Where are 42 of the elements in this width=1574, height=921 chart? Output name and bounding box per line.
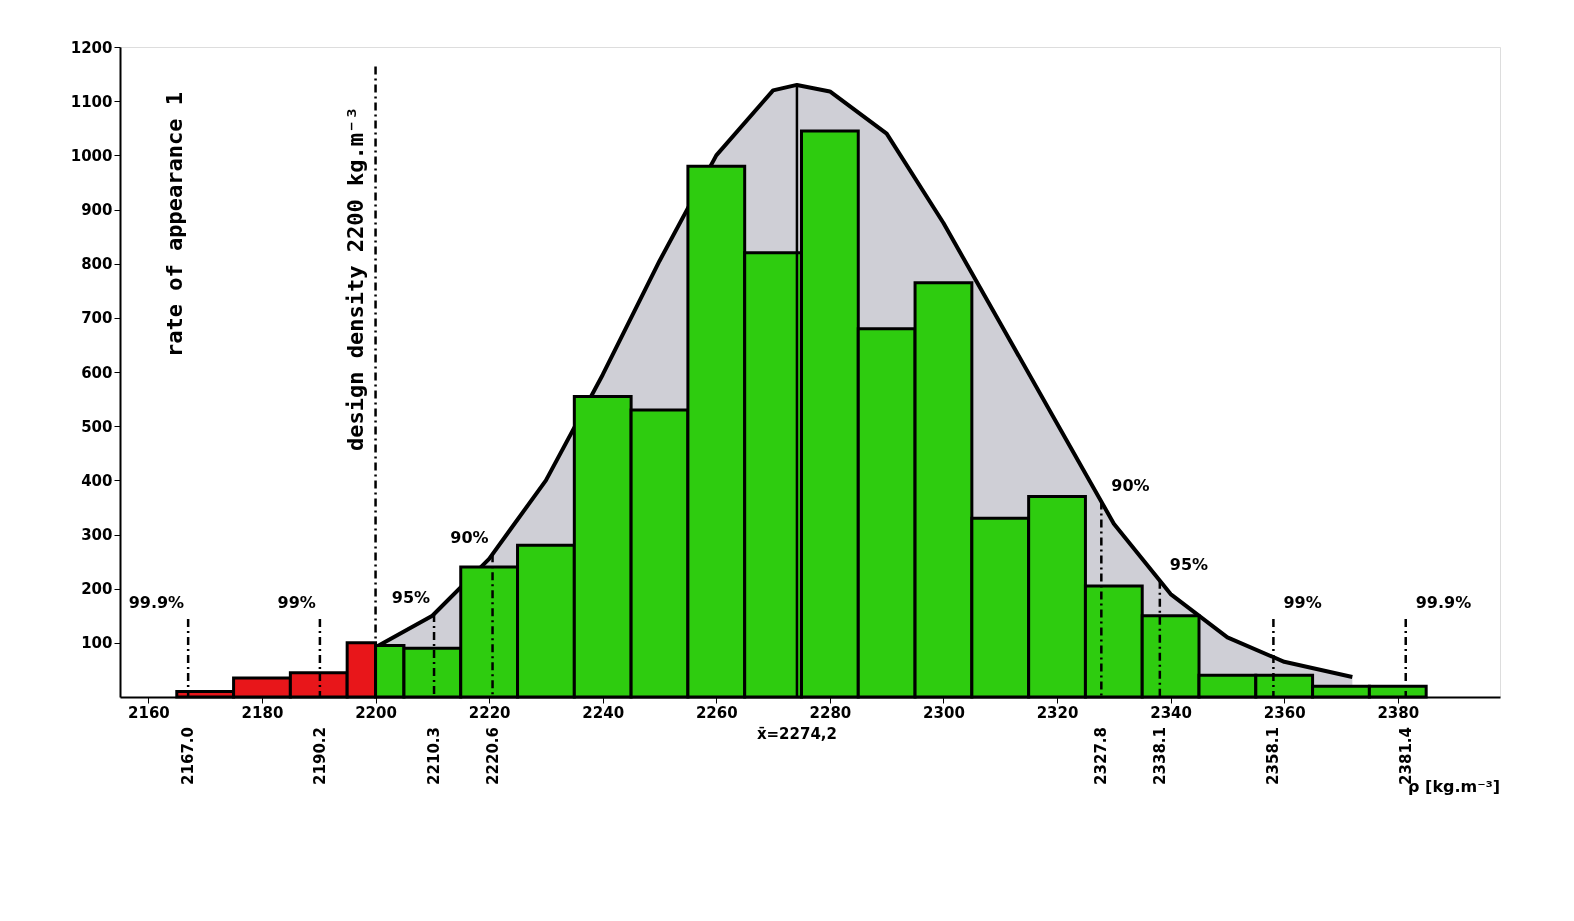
y-tick-label: 500 [81,417,113,436]
ref-line-label: 2210.3 [425,727,444,785]
x-tick-label: 2340 [1150,703,1192,722]
y-axis-title: rate of appearance 1 [162,92,187,357]
x-tick-label: 2280 [809,703,852,722]
y-tick-label: 800 [81,255,113,274]
annotation: 95% [391,588,431,608]
ref-line-label: 2358.1 [1264,727,1283,785]
annotation: 95% [1169,554,1209,574]
x-tick-label: 2300 [923,703,965,722]
ref-line-label: 2167.0 [179,727,198,785]
y-tick-label: 400 [81,471,113,490]
annotation: 90% [450,528,489,548]
ref-line-label: x̄=2274,2 [756,725,838,743]
y-tick-label: 1000 [70,146,113,165]
y-tick-label: 600 [81,363,113,382]
x-tick-label: 2160 [128,703,170,722]
y-tick-label: 700 [81,309,113,328]
ref-line-label: 2190.2 [310,727,329,785]
ref-line-label: 2327.8 [1092,727,1111,785]
x-tick-label: 2180 [241,703,284,722]
x-tick-label: 2260 [695,703,738,722]
annotation: 99.9% [128,593,185,612]
annotation: 90% [1111,475,1150,495]
x-tick-label: 2360 [1263,703,1306,722]
annotation: 99% [277,593,316,612]
annotation: 99% [1283,593,1322,612]
annotation: 99.9% [1415,593,1472,612]
x-tick-label: 2240 [582,703,625,722]
x-tick-label: 2320 [1036,703,1079,722]
x-tick-label: 2200 [355,703,397,722]
y-tick-label: 1200 [70,38,113,57]
ref-line-label: 2220.6 [483,727,502,785]
y-tick-label: 300 [81,526,113,544]
y-tick-label: 900 [81,201,113,219]
y-tick-label: 1100 [70,92,113,111]
ref-line-label: 2338.1 [1150,727,1169,785]
ref-line-label: design density 2200 kg.m⁻³ [342,106,368,451]
x-tick-label: 2380 [1377,703,1420,722]
x-tick-label: 2220 [468,703,511,722]
y-tick-label: 100 [81,634,113,653]
y-tick-label: 200 [81,580,113,599]
